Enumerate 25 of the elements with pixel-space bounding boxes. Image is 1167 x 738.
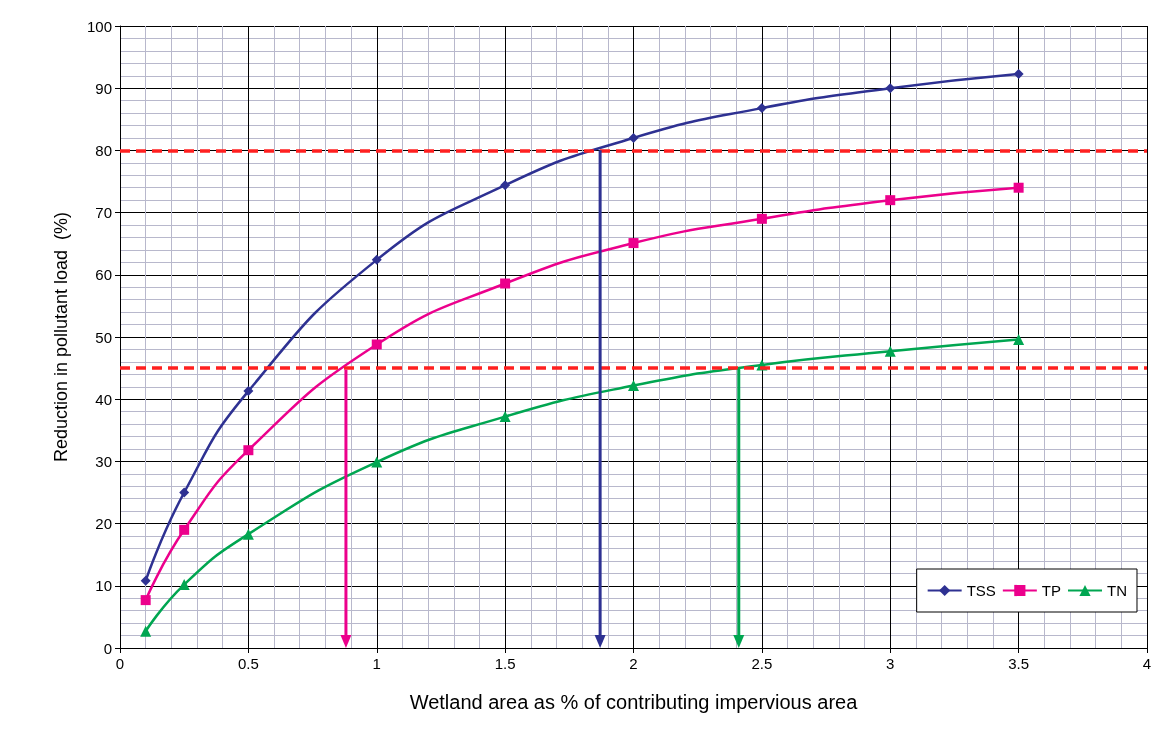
x-tick-label: 3.5 — [1008, 655, 1030, 672]
x-tick-label: 2 — [629, 655, 638, 672]
x-tick-label: 1.5 — [494, 655, 516, 672]
x-axis-title: Wetland area as % of contributing impervious area — [409, 691, 859, 713]
x-tick-label: 0 — [115, 655, 125, 672]
y-tick-label: 90 — [95, 79, 112, 97]
x-tick-label: 0.5 — [237, 655, 259, 672]
x-tick-label: 4 — [1142, 655, 1152, 672]
x-tick-label: 1 — [372, 655, 381, 672]
y-tick-label: 20 — [95, 515, 112, 533]
y-tick-label: 40 — [95, 390, 112, 408]
y-tick-label: 30 — [95, 452, 112, 470]
y-tick-label: 100 — [86, 17, 112, 35]
legend-label: TP — [1041, 582, 1062, 599]
y-tick-label: 10 — [95, 577, 112, 595]
y-tick-label: 60 — [95, 266, 112, 284]
y-axis-title: Reduction in pollutant load (%) — [51, 211, 71, 463]
y-tick-label: 70 — [95, 204, 112, 222]
y-tick-label: 50 — [95, 328, 112, 346]
legend-label: TSS — [966, 582, 996, 599]
x-tick-label: 2.5 — [751, 655, 773, 672]
legend-label: TN — [1107, 582, 1127, 599]
x-tick-label: 3 — [886, 655, 895, 672]
y-tick-label: 0 — [103, 639, 112, 657]
y-tick-label: 80 — [95, 141, 112, 159]
